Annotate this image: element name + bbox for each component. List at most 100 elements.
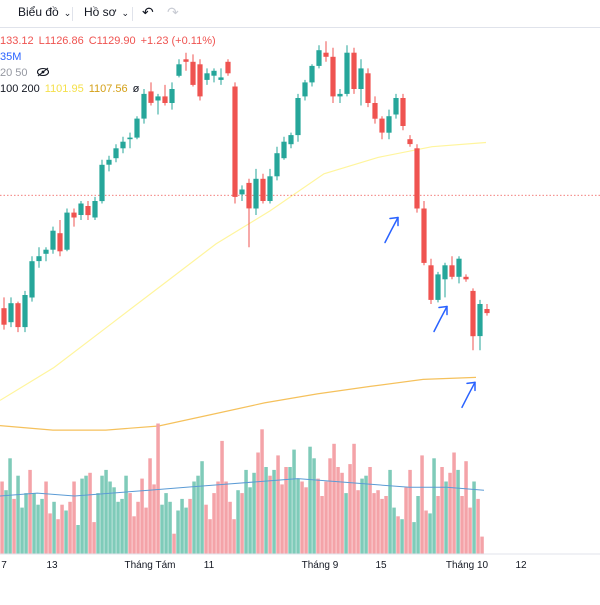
candle xyxy=(120,136,126,154)
candle xyxy=(8,297,14,328)
volume-bar xyxy=(268,475,272,554)
candle xyxy=(330,47,336,103)
chart-menu-button[interactable]: Biểu đồ ⌄ xyxy=(18,5,71,19)
volume-bar xyxy=(324,481,328,554)
volume-bar xyxy=(204,504,208,554)
volume-bar xyxy=(20,507,24,554)
candle xyxy=(470,288,476,351)
candle xyxy=(463,274,469,282)
candle-body xyxy=(141,93,147,119)
volume-bar xyxy=(188,498,192,554)
volume-bar xyxy=(108,481,112,554)
candle-body xyxy=(456,258,462,277)
candle-body xyxy=(323,52,329,57)
candle xyxy=(295,93,301,142)
volume-bar xyxy=(92,522,96,554)
x-tick-label: 11 xyxy=(204,560,215,571)
ma-small-label: 20 50 xyxy=(0,67,28,80)
top-toolbar: Biểu đồ ⌄ Hồ sơ ⌄ ↶ ↷ xyxy=(0,0,600,28)
volume-bar xyxy=(64,510,68,554)
volume-bar xyxy=(88,472,92,554)
volume-bar xyxy=(304,487,308,554)
candle xyxy=(162,84,168,106)
volume-bar xyxy=(296,478,300,554)
candle-body xyxy=(253,178,259,209)
candle-body xyxy=(344,52,350,94)
candle xyxy=(232,82,238,204)
candle-body xyxy=(470,290,476,337)
candle-body xyxy=(316,50,322,66)
volume-bar xyxy=(4,490,8,554)
volume-bar xyxy=(240,493,244,554)
volume-bar xyxy=(444,481,448,554)
volume-bar xyxy=(124,475,128,554)
volume-bar xyxy=(328,458,332,554)
volume-bar xyxy=(420,455,424,554)
volume-bar xyxy=(252,472,256,554)
moving-averages xyxy=(0,141,487,431)
candle xyxy=(477,299,483,351)
volume-bar xyxy=(176,510,180,554)
candle xyxy=(134,116,140,140)
candle-body xyxy=(57,233,63,252)
candle-body xyxy=(267,176,273,201)
ma-small-legend: 20 50 xyxy=(0,67,55,80)
candle xyxy=(407,135,413,147)
candle xyxy=(393,93,399,119)
volume-bar xyxy=(216,481,220,554)
high-value: 133.12 xyxy=(0,35,34,47)
profile-menu-label: Hồ sơ xyxy=(84,5,117,19)
volume-bar xyxy=(164,493,168,554)
arrow-shaft xyxy=(433,305,448,333)
change-value: +1.23 (+0.11%) xyxy=(140,35,216,47)
volume-bar xyxy=(228,501,232,554)
candle xyxy=(176,59,182,78)
undo-icon[interactable]: ↶ xyxy=(142,4,154,20)
volume-bar xyxy=(392,507,396,554)
x-tick-label: 15 xyxy=(375,560,387,571)
volume-bar xyxy=(320,496,324,554)
candle-body xyxy=(85,206,91,216)
volume-bar xyxy=(244,469,248,554)
candle-body xyxy=(113,148,119,159)
candle xyxy=(99,159,105,204)
candle xyxy=(148,82,154,106)
volume-bar xyxy=(448,472,452,554)
volume-bar xyxy=(460,496,464,554)
volume-bar xyxy=(432,458,436,554)
toolbar-divider xyxy=(72,7,73,21)
annotation-arrow xyxy=(461,381,476,409)
ma100-line xyxy=(0,141,487,401)
candle xyxy=(288,132,294,149)
volume-bar xyxy=(196,475,200,554)
volume-legend: 35M xyxy=(0,51,26,63)
volume-bar xyxy=(224,481,228,554)
volume-bar xyxy=(32,493,36,554)
candle xyxy=(183,52,189,71)
candle-body xyxy=(274,153,280,177)
candle-body xyxy=(176,64,182,76)
candle-body xyxy=(43,249,49,254)
chevron-down-icon: ⌄ xyxy=(121,8,130,18)
volume-bar xyxy=(192,481,196,554)
profile-menu-button[interactable]: Hồ sơ ⌄ xyxy=(84,5,129,19)
volume-bar xyxy=(144,507,148,554)
candle xyxy=(22,290,28,333)
arrow-shaft xyxy=(384,216,399,244)
volume-bar xyxy=(28,469,32,554)
volume-bar xyxy=(388,469,392,554)
eye-off-icon[interactable] xyxy=(36,67,50,80)
candles xyxy=(1,41,490,351)
arrow-head xyxy=(389,216,399,227)
volume-bar xyxy=(160,504,164,554)
candle xyxy=(274,146,280,181)
candle xyxy=(379,116,385,140)
annotation-arrow xyxy=(384,216,399,244)
candle-body xyxy=(365,73,371,103)
candle xyxy=(71,208,77,227)
redo-icon[interactable]: ↷ xyxy=(167,4,179,20)
candle-body xyxy=(246,182,252,209)
volume-bar xyxy=(120,498,124,554)
